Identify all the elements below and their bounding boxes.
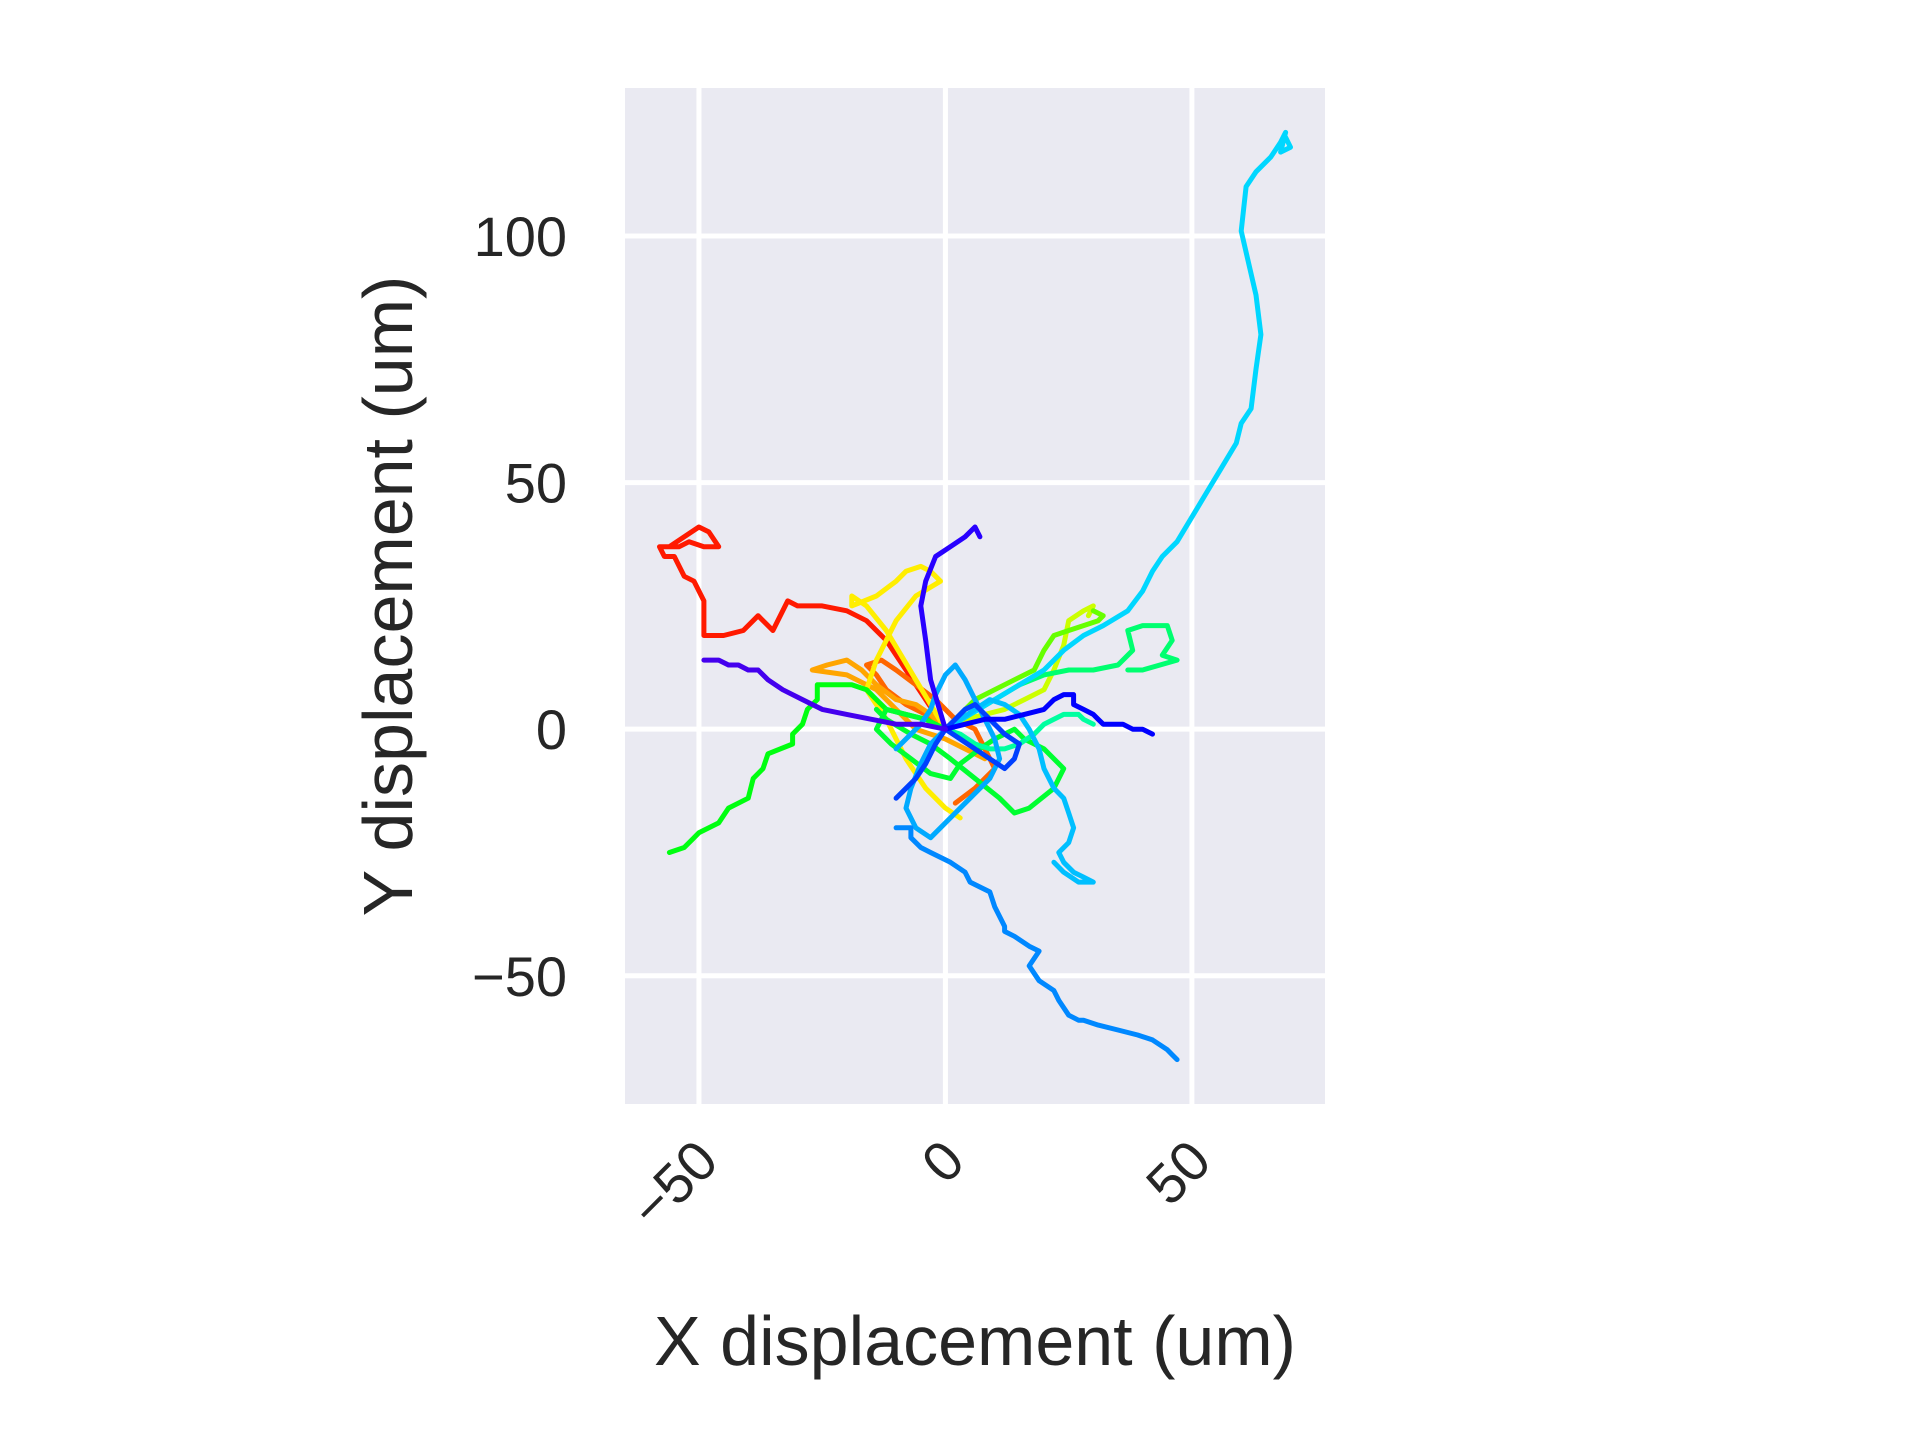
plot-area <box>625 88 1325 1104</box>
y-tick-label: 100 <box>474 205 567 268</box>
trajectory-line <box>893 662 1003 841</box>
x-axis-label: X displacement (um) <box>654 1302 1296 1380</box>
trajectory-line <box>701 657 948 732</box>
x-tick-labels: −50 0 50 <box>618 1128 1223 1240</box>
x-tick-label: 0 <box>909 1128 976 1195</box>
trajectory-line <box>942 697 1096 885</box>
trajectory-line <box>918 524 983 732</box>
y-tick-label: 0 <box>536 698 567 761</box>
trajectory-line <box>942 711 1096 752</box>
y-axis-label: Y displacement (um) <box>349 276 427 917</box>
trajectory-line <box>893 702 1022 801</box>
trajectory-line <box>849 563 963 821</box>
trajectory-line <box>873 706 1067 816</box>
trajectory-line <box>809 657 988 762</box>
y-tick-label: 50 <box>505 452 567 515</box>
y-tick-label: −50 <box>472 945 567 1008</box>
trajectory-line <box>657 524 948 732</box>
trajectory-series <box>657 129 1293 1063</box>
x-tick-label: −50 <box>618 1128 730 1240</box>
trajectory-line <box>942 129 1293 732</box>
x-tick-label: 50 <box>1134 1128 1223 1217</box>
trajectory-line <box>666 682 948 855</box>
y-tick-labels: −50 0 50 100 <box>472 205 567 1008</box>
trajectory-line <box>893 825 1180 1063</box>
trajectory-line <box>942 692 1155 737</box>
